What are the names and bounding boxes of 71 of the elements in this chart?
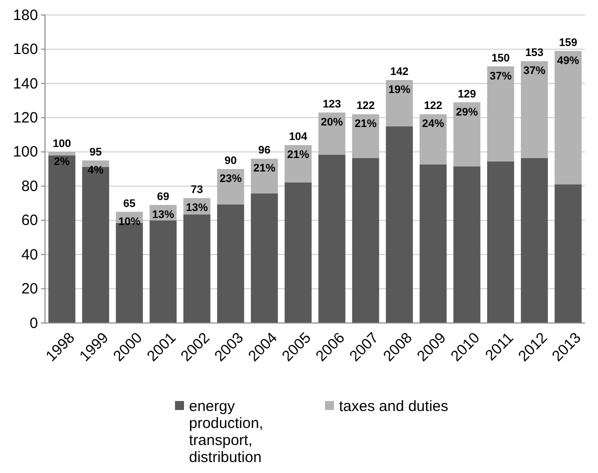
- annotation: 21%: [354, 118, 377, 130]
- total-label: 129: [458, 88, 476, 100]
- y-tick-label: 180: [12, 6, 38, 24]
- total-label: 96: [258, 144, 270, 157]
- annotation: 23%: [220, 173, 242, 185]
- bar: [82, 166, 110, 323]
- y-tick-label: 140: [12, 75, 38, 92]
- y-tick-label: 100: [12, 144, 38, 161]
- y-tick-label: 20: [21, 280, 38, 298]
- annotation: 21%: [287, 149, 310, 162]
- total-label: 153: [525, 47, 544, 60]
- total-label: 122: [424, 100, 442, 112]
- bar: [453, 102, 480, 166]
- legend-label: energy production, transport, distribution: [189, 398, 264, 466]
- bar: [420, 164, 447, 323]
- bar: [352, 114, 380, 158]
- total-label: 100: [52, 138, 72, 150]
- total-label: 65: [123, 198, 136, 210]
- total-label: 142: [390, 66, 409, 78]
- y-tick-label: 60: [21, 212, 38, 230]
- bar: [48, 155, 76, 323]
- bar: [250, 193, 278, 323]
- annotation: 37%: [523, 65, 546, 78]
- bar: [520, 61, 548, 158]
- bar: [386, 126, 413, 323]
- annotation: 2%: [54, 156, 70, 168]
- total-label: 122: [356, 100, 375, 112]
- bar: [318, 112, 346, 155]
- annotation: 24%: [422, 118, 444, 130]
- y-tick-label: 80: [21, 178, 38, 195]
- total-label: 150: [491, 52, 510, 64]
- bar: [520, 158, 548, 323]
- y-tick-label: 160: [12, 41, 38, 58]
- y-tick-label: 0: [30, 314, 38, 332]
- total-label: 104: [288, 131, 308, 144]
- y-tick-label: 120: [12, 109, 38, 126]
- total-label: 159: [558, 36, 578, 49]
- bar: [284, 145, 312, 182]
- annotation: 19%: [388, 84, 411, 96]
- bar: [554, 50, 582, 184]
- bar: [318, 154, 346, 323]
- total-label: 90: [224, 155, 237, 167]
- total-label: 123: [322, 98, 342, 111]
- bar: [150, 220, 177, 323]
- annotation: 29%: [456, 106, 478, 118]
- annotation: 4%: [88, 164, 104, 176]
- bar: [250, 158, 278, 194]
- annotation: 20%: [320, 116, 344, 129]
- total-label: 73: [190, 184, 203, 196]
- annotation: 49%: [557, 54, 580, 67]
- y-tick-label: 40: [21, 246, 38, 264]
- total-label: 69: [157, 190, 170, 203]
- total-label: 95: [90, 146, 102, 158]
- bar: [352, 158, 380, 323]
- annotation: 21%: [253, 162, 276, 175]
- bar: [82, 160, 110, 167]
- bar: [386, 80, 413, 126]
- bar: [183, 214, 210, 323]
- bar: [217, 204, 244, 323]
- legend-label: taxes and duties: [339, 398, 448, 415]
- bar: [453, 166, 480, 323]
- annotation: 13%: [186, 202, 208, 214]
- bar: [487, 66, 514, 162]
- bar: [284, 182, 312, 323]
- bar: [48, 152, 76, 156]
- annotation: 37%: [490, 70, 512, 82]
- annotation: 10%: [118, 216, 141, 228]
- bar: [420, 114, 447, 164]
- bar: [554, 184, 582, 323]
- annotation: 13%: [152, 208, 174, 221]
- bar: [487, 161, 514, 323]
